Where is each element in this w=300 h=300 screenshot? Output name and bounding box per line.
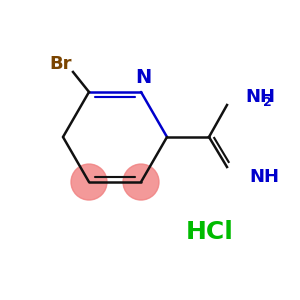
Text: NH: NH xyxy=(245,88,275,106)
Text: HCl: HCl xyxy=(186,220,234,244)
Circle shape xyxy=(71,164,107,200)
Text: NH: NH xyxy=(249,168,279,186)
Text: Br: Br xyxy=(50,55,72,73)
Text: 2: 2 xyxy=(263,95,272,109)
Text: N: N xyxy=(135,68,151,88)
Circle shape xyxy=(123,164,159,200)
